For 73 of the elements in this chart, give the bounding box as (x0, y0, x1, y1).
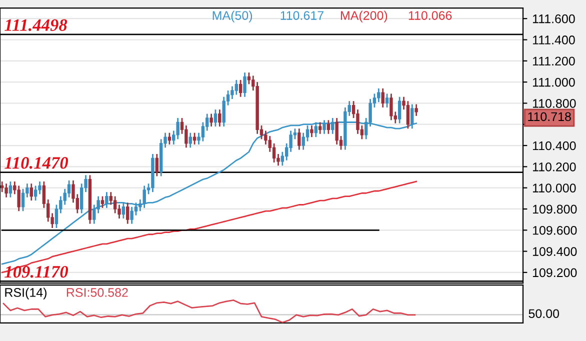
candlestick (67, 180, 71, 198)
candlestick (92, 204, 96, 224)
candlestick (326, 119, 330, 135)
candlestick (238, 79, 242, 98)
candlestick (243, 72, 246, 98)
text: MA(50) (212, 10, 252, 22)
y-tick-label: 111.000 (532, 78, 575, 87)
candlestick (8, 180, 12, 198)
candlestick (188, 132, 192, 148)
y-tick-label: 110.800 (532, 99, 576, 108)
candlestick (272, 142, 276, 164)
candlestick (210, 113, 213, 128)
candlestick (201, 122, 205, 142)
candlestick (100, 196, 104, 209)
y-tick-label: 109.200 (532, 268, 577, 278)
annotation: 110.617 (280, 11, 324, 20)
candlestick (80, 182, 84, 214)
ref-line-label: 109.1170 (4, 266, 68, 278)
candlestick (122, 202, 126, 220)
candlestick (390, 92, 393, 121)
candlestick (54, 204, 58, 229)
candlestick (414, 104, 418, 117)
y-tick-label: 111.400 (532, 36, 575, 44)
candlestick (298, 128, 301, 150)
candlestick (17, 185, 20, 212)
candlestick (218, 108, 222, 128)
text: MA(200) (340, 10, 388, 22)
candlestick (335, 117, 338, 146)
candlestick (318, 122, 322, 135)
y-tick-label: 110.000 (532, 184, 576, 192)
y-tick-label: 110.400 (532, 141, 576, 150)
candlestick (381, 88, 384, 108)
ref-line-label: 111.4498 (4, 19, 68, 32)
candlestick (168, 132, 172, 146)
candlestick (214, 108, 218, 128)
chart-title: RSI(14) (5, 288, 46, 300)
candlestick (377, 88, 380, 103)
candlestick (113, 196, 117, 214)
candlestick (21, 188, 25, 212)
candlestick (130, 206, 134, 224)
candlestick (310, 124, 314, 138)
text: 110.718 (528, 112, 571, 122)
y-tick-label: 109.400 (532, 247, 577, 256)
annotation: 110.066 (408, 11, 452, 20)
candlestick (398, 96, 402, 124)
candlestick (306, 124, 310, 142)
candlestick (109, 191, 112, 206)
y-tick-label: 109.800 (532, 204, 577, 214)
y-tick-label: 109.600 (532, 226, 577, 235)
ref-line-label: 110.1470 (4, 157, 68, 169)
y-tick-label: 111.600 (532, 14, 575, 24)
candlestick (142, 185, 146, 209)
candlestick (406, 100, 410, 130)
candlestick (4, 182, 8, 198)
candlestick (247, 72, 251, 85)
candlestick (192, 132, 196, 146)
candlestick (63, 188, 66, 206)
y-tick-label: 111.200 (532, 56, 575, 66)
candlestick (30, 182, 33, 202)
candlestick (134, 202, 138, 216)
candlestick (385, 92, 389, 108)
candlestick (34, 185, 38, 202)
text: 50.00 (528, 309, 560, 318)
text: RSI:50.582 (66, 288, 128, 297)
candlestick (126, 202, 130, 224)
candlestick (302, 132, 305, 150)
candlestick (222, 96, 226, 128)
candlestick (105, 191, 108, 209)
candlestick (234, 79, 238, 96)
candlestick (356, 108, 360, 135)
candlestick (155, 153, 159, 177)
y-tick-label: 110.200 (532, 162, 576, 172)
candlestick (184, 124, 188, 148)
